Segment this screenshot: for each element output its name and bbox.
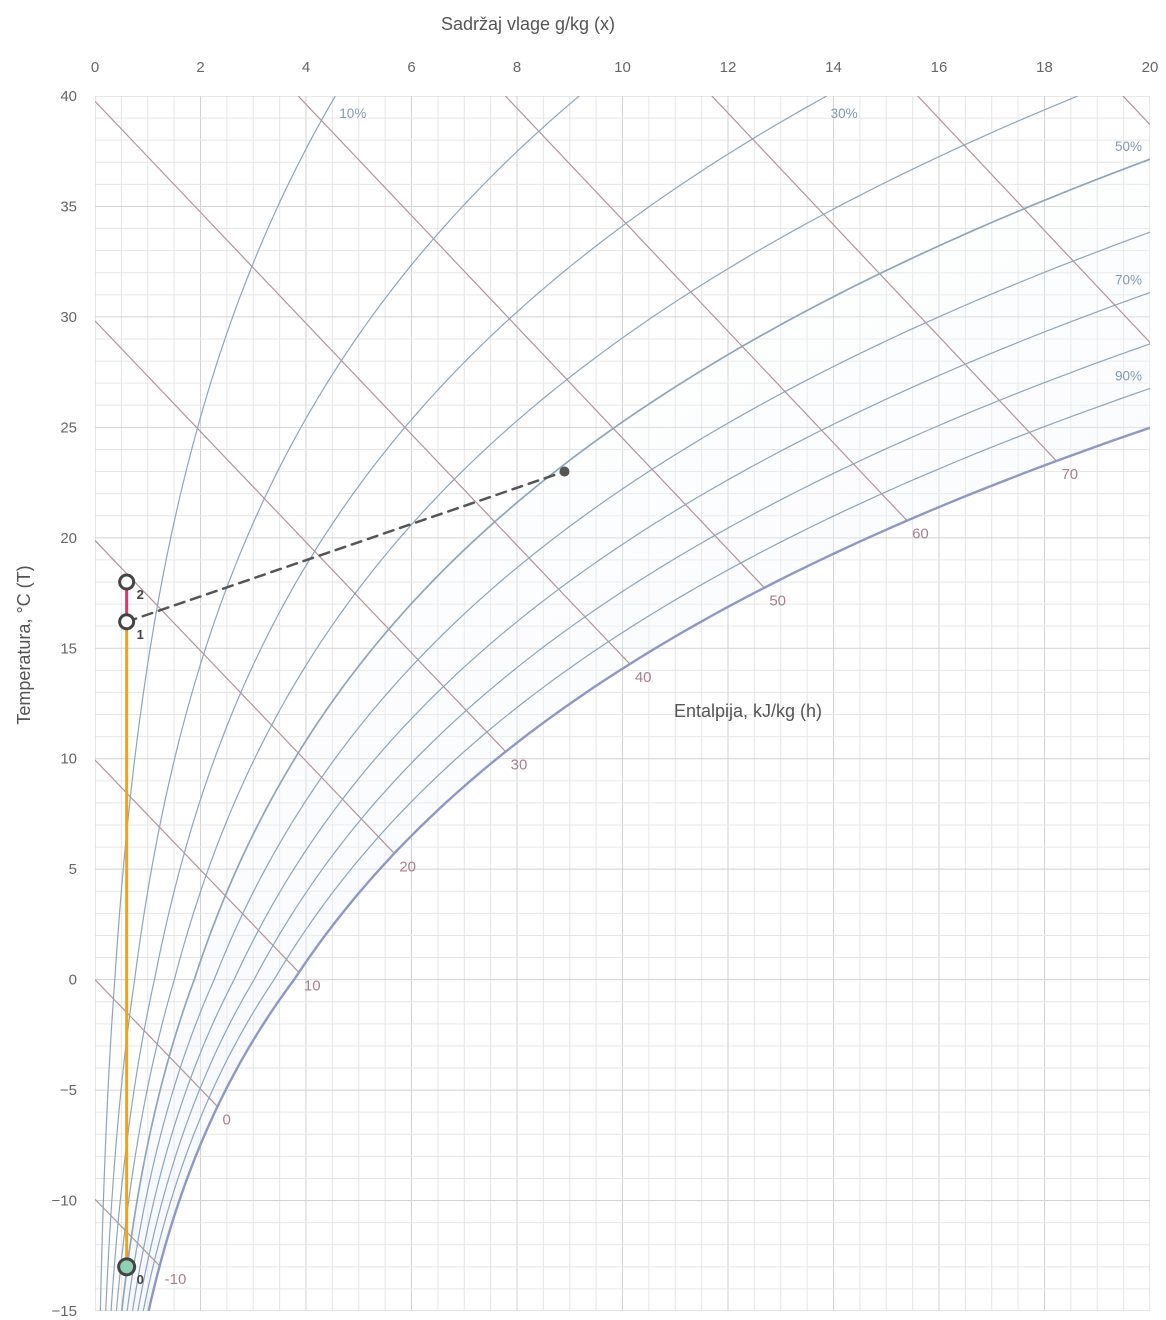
rh-curve-label: 50% xyxy=(1115,139,1142,154)
axis-ticks: 0 2 4 6 8 10 12 14 16 18 20−15−10−5051015202530354… xyxy=(52,59,1159,1320)
y-tick-label: 25 xyxy=(60,419,77,436)
x-tick-label: 0 xyxy=(91,59,99,76)
enthalpy-line-label: 50 xyxy=(769,593,786,610)
enthalpy-line xyxy=(711,96,1057,462)
y-tick-label: 0 xyxy=(69,972,77,989)
y-tick-label: 15 xyxy=(60,640,77,657)
enthalpy-line-label: 30 xyxy=(511,757,528,774)
y-tick-label: 10 xyxy=(60,751,77,768)
state-point-label: 0 xyxy=(137,1272,144,1287)
x-tick-label: 16 xyxy=(931,59,948,76)
enthalpy-line-label: 40 xyxy=(635,669,652,686)
state-point-marker xyxy=(118,573,136,591)
rh-curve xyxy=(147,426,1150,1311)
y-tick-label: −15 xyxy=(52,1303,77,1320)
x-tick-label: 10 xyxy=(614,59,631,76)
x-tick-label: 8 xyxy=(513,59,521,76)
enthalpy-line-label: 0 xyxy=(222,1112,230,1129)
y-tick-label: 20 xyxy=(60,530,77,547)
enthalpy-line xyxy=(95,759,300,973)
enthalpy-line xyxy=(95,100,631,665)
enthalpy-line xyxy=(95,320,507,753)
y-tick-label: 40 xyxy=(60,88,77,105)
x-tick-label: 14 xyxy=(825,59,842,76)
y-tick-label: 30 xyxy=(60,309,77,326)
state-point-label: 1 xyxy=(137,627,144,642)
enthalpy-line-label: -10 xyxy=(165,1271,187,1288)
x-tick-label: 12 xyxy=(720,59,737,76)
rh-curve xyxy=(142,387,1150,1311)
enthalpy-line xyxy=(95,540,395,854)
process-line xyxy=(125,470,566,624)
rh-curve xyxy=(105,96,580,1311)
enthalpy-line-label: 20 xyxy=(399,858,416,875)
enthalpy-line xyxy=(504,96,908,522)
state-point-marker xyxy=(559,466,570,477)
enthalpy-line xyxy=(916,96,1150,344)
state-points: 0 1 2 xyxy=(117,466,570,1287)
y-tick-label: −10 xyxy=(52,1193,77,1210)
y-tick-label: 5 xyxy=(69,861,77,878)
x-tick-label: 2 xyxy=(196,59,204,76)
enthalpy-line xyxy=(297,96,765,589)
enthalpy-line-label: 60 xyxy=(912,526,929,543)
state-point-label: 2 xyxy=(137,587,144,602)
x-tick-label: 20 xyxy=(1142,59,1159,76)
x-tick-label: 4 xyxy=(302,59,310,76)
rh-curve xyxy=(137,343,1150,1311)
relative-humidity-curves xyxy=(99,96,1150,1311)
x-axis-title: Sadržaj vlage g/kg (x) xyxy=(441,14,615,34)
rh-curve xyxy=(115,96,1079,1311)
x-tick-label: 18 xyxy=(1036,59,1053,76)
x-tick-label: 6 xyxy=(407,59,415,76)
enthalpy-line xyxy=(95,979,218,1108)
curve-labels: 10% 30% 50% 70% 90% -10 0 10 20 30 40 50 60 70 xyxy=(165,106,1142,1288)
rh-curve-label: 90% xyxy=(1115,368,1142,383)
rh-curve-label: 70% xyxy=(1115,273,1142,288)
rh-curve-label: 10% xyxy=(339,106,366,121)
y-tick-label: 35 xyxy=(60,198,77,215)
rh-curve xyxy=(120,158,1150,1311)
saturation-band xyxy=(121,159,1150,1311)
saturation-shading xyxy=(121,159,1150,1311)
enthalpy-lines xyxy=(95,96,1150,1267)
state-point-marker xyxy=(117,1257,137,1277)
state-point-marker xyxy=(118,613,136,631)
rh-curve-label: 30% xyxy=(831,106,858,121)
enthalpy-line-label: 10 xyxy=(304,977,321,994)
enthalpy-axis-title: Entalpija, kJ/kg (h) xyxy=(674,701,822,721)
y-tick-label: −5 xyxy=(60,1082,77,1099)
rh-curve xyxy=(131,291,1150,1311)
y-axis-title: Temperatura, °C (T) xyxy=(14,565,34,724)
rh-curve xyxy=(110,96,827,1311)
enthalpy-line-label: 70 xyxy=(1061,466,1078,483)
rh-curve xyxy=(99,96,336,1311)
rh-curve xyxy=(126,231,1150,1311)
